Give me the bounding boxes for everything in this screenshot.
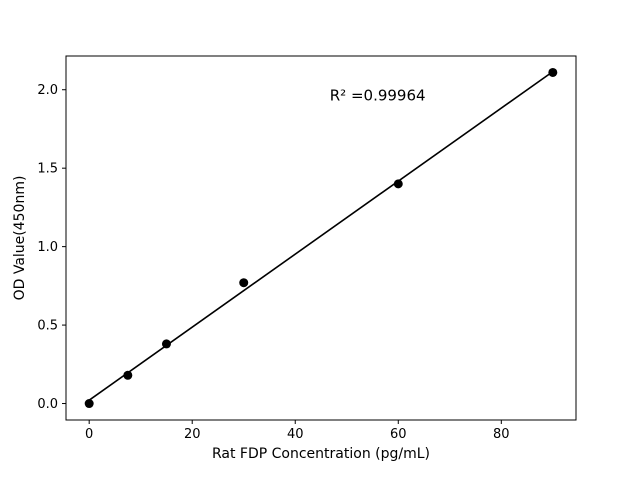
x-axis-label: Rat FDP Concentration (pg/mL) [212, 446, 430, 462]
x-tick-label: 40 [287, 427, 304, 442]
r-squared-annotation: R² =0.99964 [330, 87, 426, 105]
plot-frame [65, 55, 577, 421]
y-axis-label: OD Value(450nm) [12, 176, 28, 301]
data-point [84, 399, 94, 409]
x-tick-label: 0 [85, 427, 93, 442]
data-point [161, 339, 171, 349]
y-tick-label: 0.5 [37, 319, 58, 334]
data-point [123, 370, 133, 380]
data-point [393, 179, 403, 189]
y-tick-label: 1.5 [37, 162, 58, 177]
y-tick-label: 0.0 [37, 397, 58, 412]
x-tick-label: 80 [493, 427, 510, 442]
x-tick-label: 20 [184, 427, 201, 442]
y-tick-label: 2.0 [37, 83, 58, 98]
x-tick-label: 60 [390, 427, 407, 442]
data-point [548, 67, 558, 77]
data-point [239, 278, 249, 288]
y-tick-label: 1.0 [37, 240, 58, 255]
